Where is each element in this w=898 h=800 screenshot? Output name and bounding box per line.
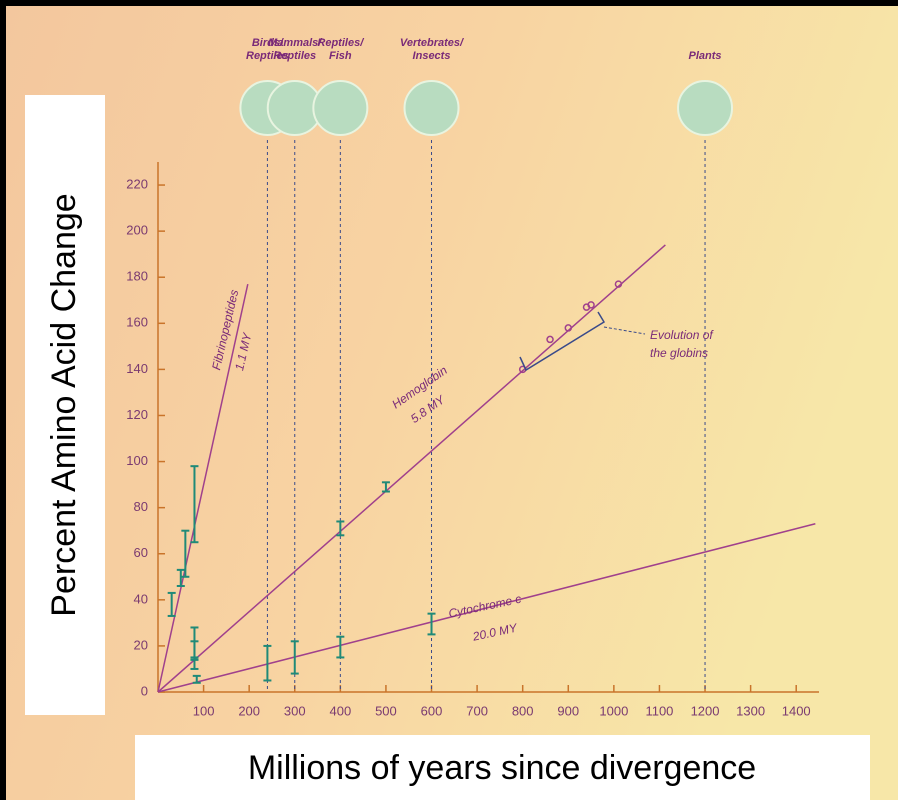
y-tick-label: 200	[126, 223, 148, 238]
globin-label: Evolution of	[650, 328, 714, 342]
globin-point	[564, 324, 573, 332]
trend-line	[157, 244, 666, 693]
divergence-label: Fish	[329, 50, 352, 62]
x-axis-label: Millions of years since divergence	[248, 749, 756, 787]
y-tick-label: 0	[141, 683, 148, 698]
x-tick-label: 1000	[599, 703, 628, 718]
panel	[6, 6, 898, 800]
divergence-icon	[312, 80, 369, 136]
x-tick-label: 800	[512, 703, 534, 718]
divergence-icon	[403, 80, 460, 136]
y-tick-label: 160	[126, 315, 148, 330]
y-tick-label: 220	[126, 176, 148, 191]
x-tick-label: 1300	[736, 703, 765, 718]
y-label-box	[25, 95, 105, 715]
y-tick-label: 180	[126, 269, 148, 284]
x-tick-label: 600	[421, 703, 443, 718]
y-tick-label: 100	[126, 453, 148, 468]
y-tick-label: 120	[126, 407, 148, 422]
x-tick-label: 700	[466, 703, 488, 718]
y-tick-label: 20	[134, 637, 148, 652]
x-tick-label: 400	[329, 703, 351, 718]
divergence-label: Mammals/	[268, 37, 323, 49]
x-tick-label: 300	[284, 703, 306, 718]
x-tick-label: 900	[557, 703, 579, 718]
x-tick-label: 1100	[645, 703, 673, 718]
globin-bracket	[519, 311, 606, 372]
y-tick-label: 140	[126, 361, 148, 376]
divergence-label: Plants	[689, 50, 722, 62]
divergence-label: Insects	[413, 50, 451, 62]
x-label-box	[135, 735, 870, 800]
x-tick-label: 1400	[782, 703, 811, 718]
y-tick-label: 80	[134, 499, 148, 514]
globin-point	[587, 301, 595, 309]
y-tick-label: 60	[134, 545, 148, 560]
x-tick-label: 1200	[691, 703, 720, 718]
x-tick-label: 100	[193, 703, 215, 718]
y-tick-label: 40	[134, 591, 148, 606]
divergence-label: Reptiles	[246, 50, 289, 62]
y-axis-label: Percent Amino Acid Change	[45, 193, 83, 616]
globin-point	[614, 280, 623, 288]
divergence-label: Vertebrates/	[400, 37, 465, 49]
globin-point	[546, 335, 554, 344]
globin-label: the globins	[650, 346, 708, 360]
divergence-label: Birds/	[252, 37, 285, 49]
divergence-icon	[677, 80, 734, 136]
divergence-label: Reptiles	[273, 50, 316, 62]
divergence-label: Reptiles/	[317, 37, 365, 49]
x-tick-label: 500	[375, 703, 397, 718]
x-tick-label: 200	[238, 703, 260, 718]
trend-line	[157, 283, 249, 693]
globin-pointer	[603, 326, 646, 335]
